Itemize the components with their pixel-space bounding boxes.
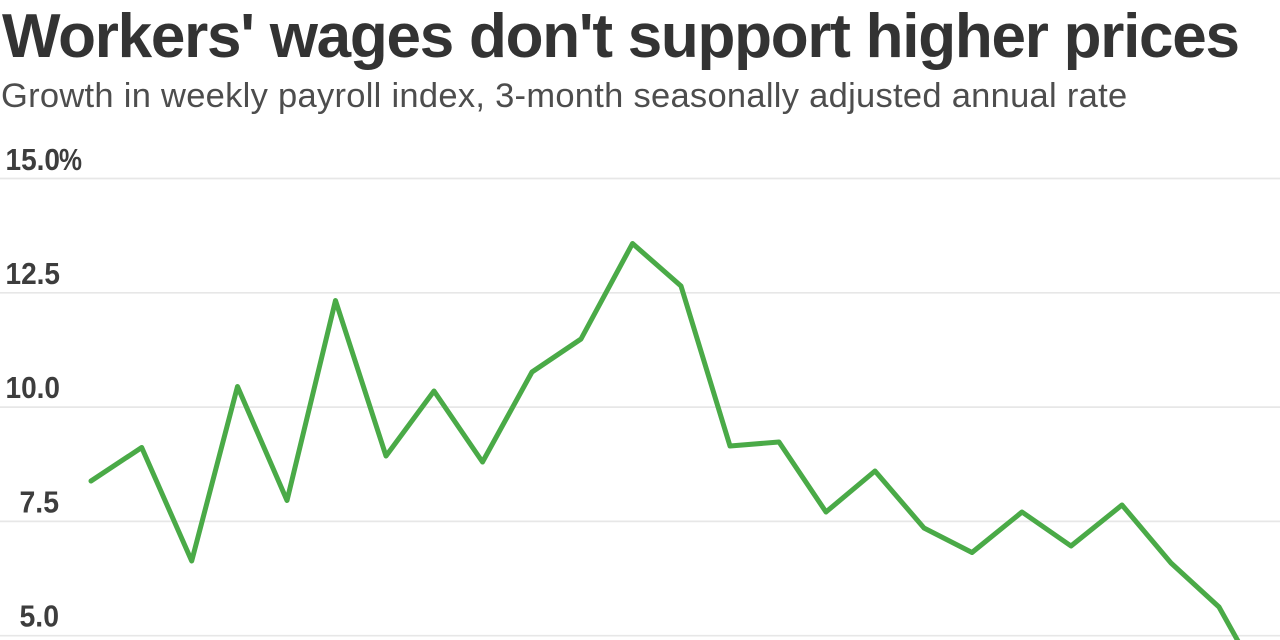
svg-text:%: %	[59, 142, 82, 177]
svg-text:7.5: 7.5	[20, 485, 60, 520]
svg-text:12.5: 12.5	[6, 256, 61, 291]
svg-text:10.0: 10.0	[6, 370, 61, 405]
svg-text:5.0: 5.0	[20, 598, 60, 633]
svg-text:15.0: 15.0	[6, 142, 61, 177]
